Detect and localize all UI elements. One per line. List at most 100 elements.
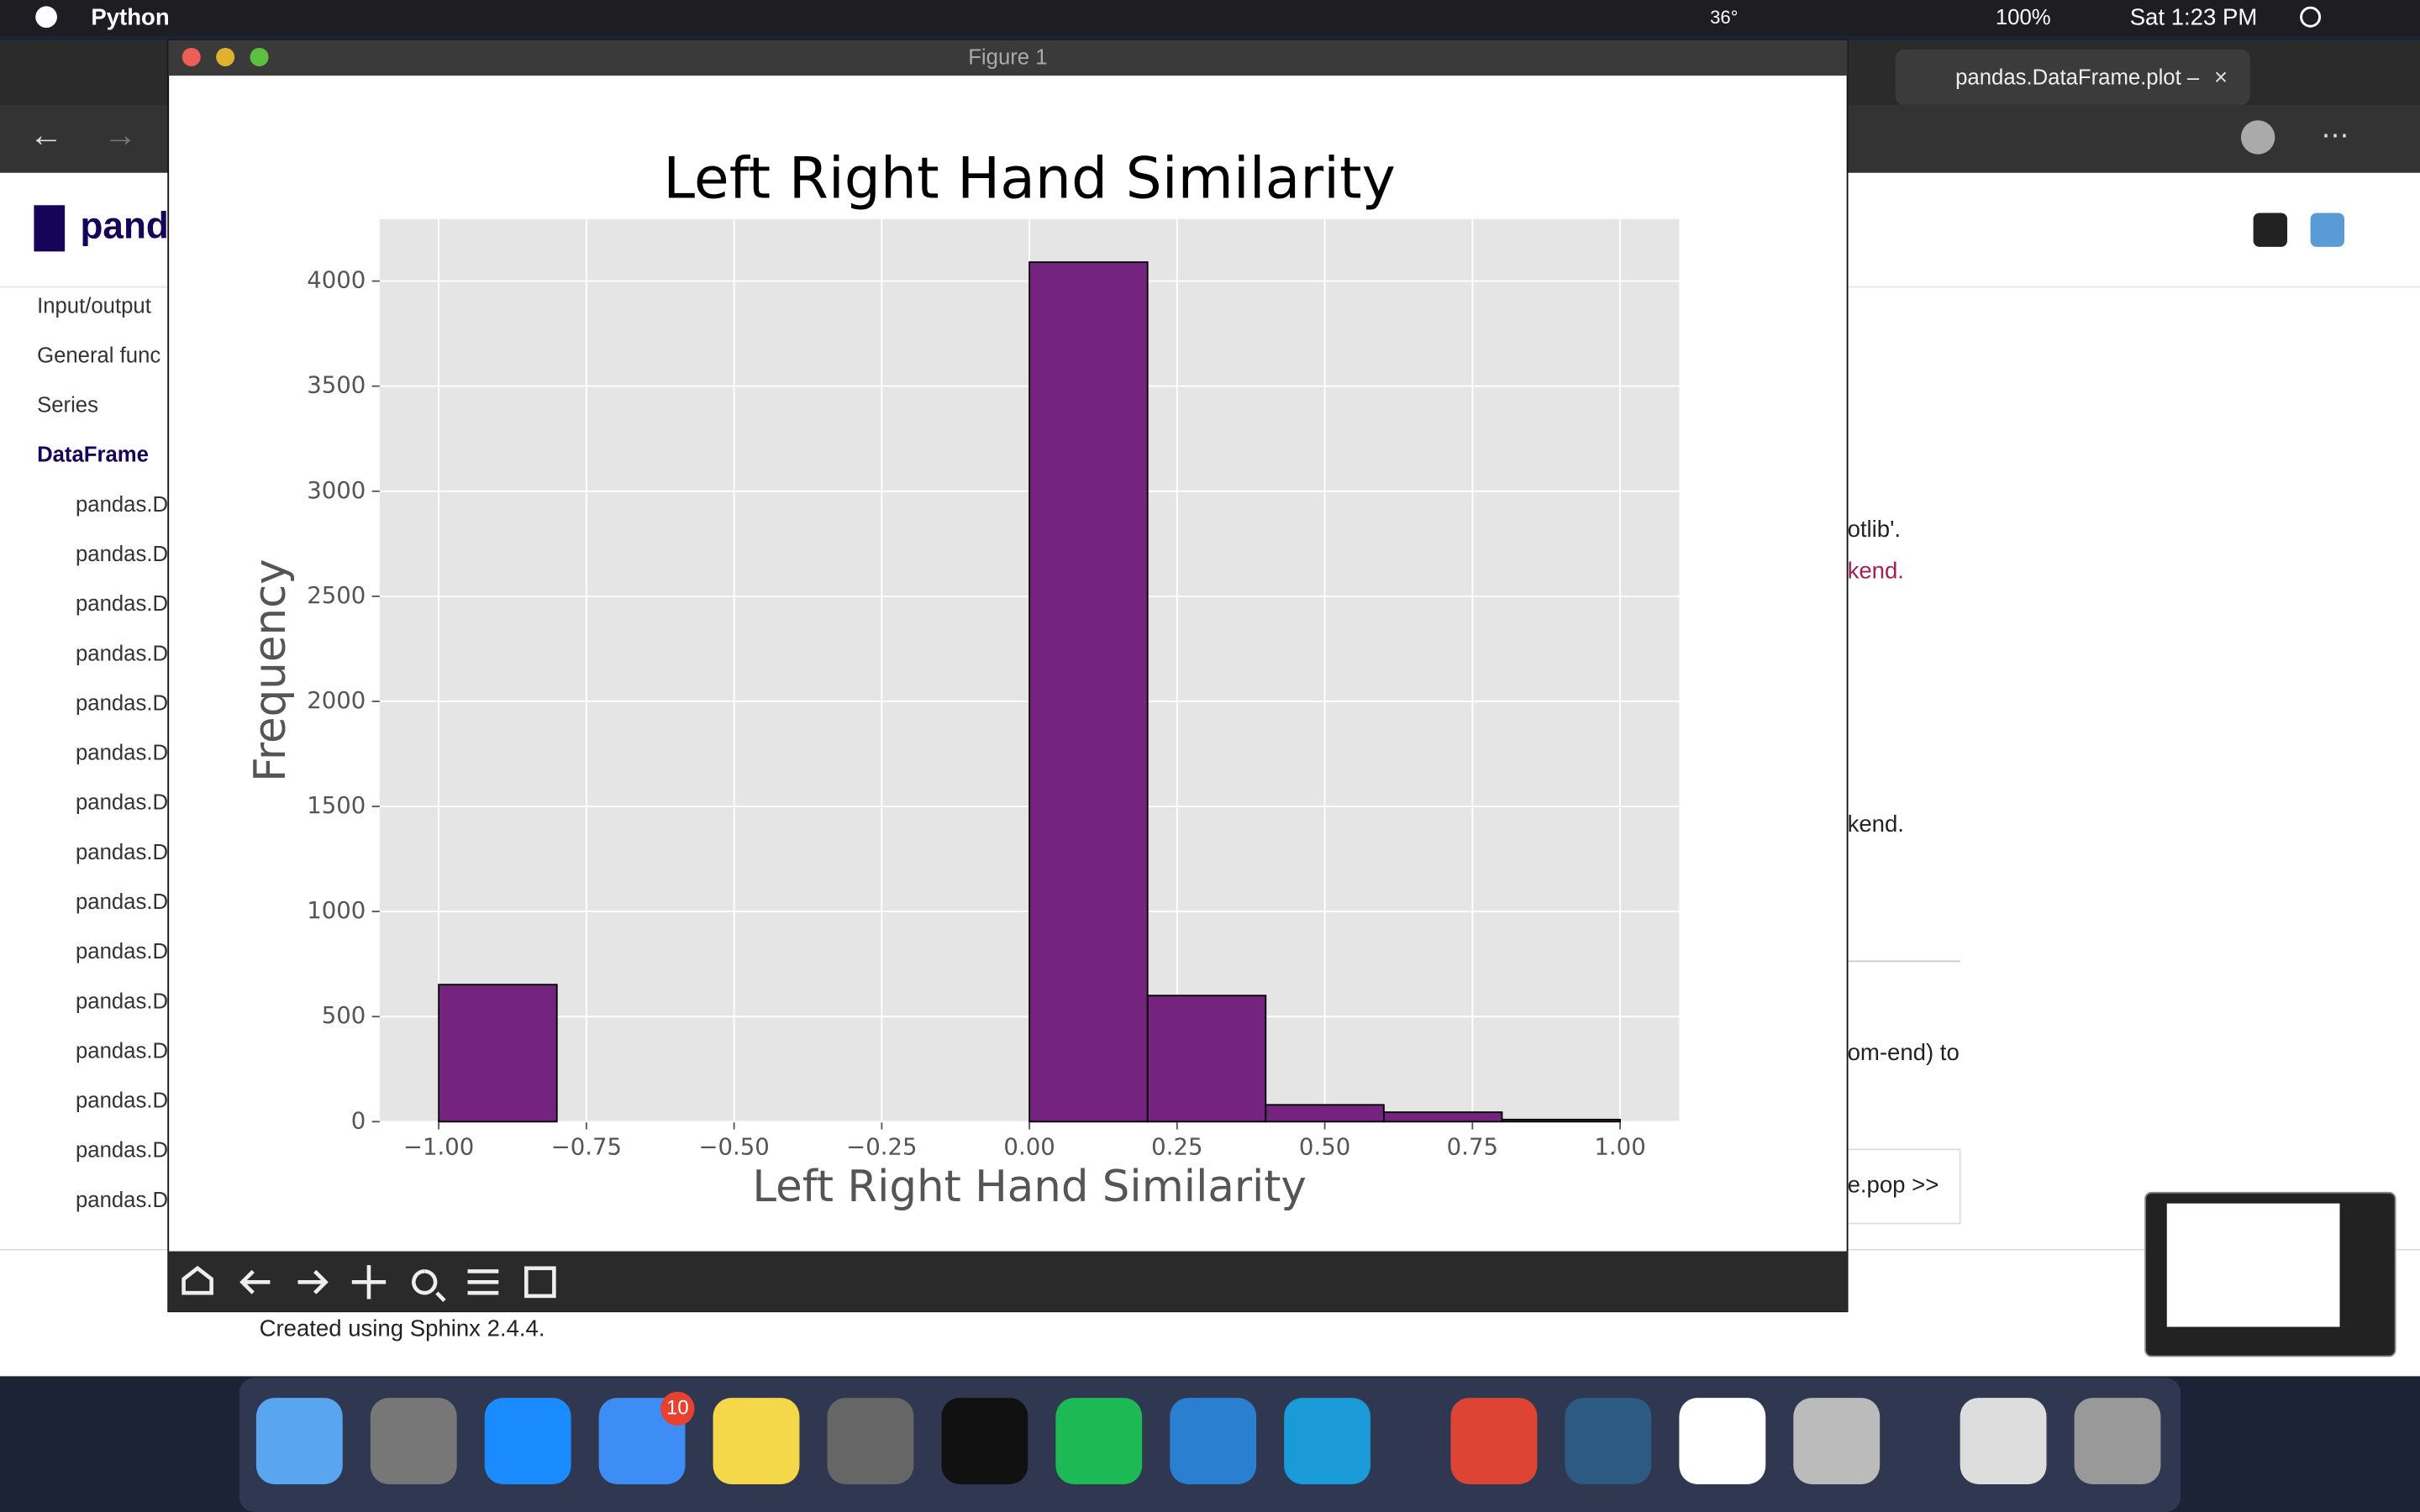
configure-tool[interactable] (467, 1269, 499, 1295)
dock-icon[interactable] (1450, 1398, 1538, 1484)
bar (1146, 995, 1267, 1123)
y-tick-label: 4000 (307, 267, 366, 294)
sidebar-link[interactable]: pandas.D (76, 890, 168, 914)
dock-icon[interactable] (598, 1398, 686, 1484)
sidebar-link[interactable]: DataFrame (37, 444, 149, 467)
sidebar-link[interactable]: pandas.D (76, 1039, 168, 1063)
x-tick-label: −0.25 (846, 1134, 917, 1161)
sidebar-link[interactable]: pandas.D (76, 1189, 168, 1212)
x-tick-label: −1.00 (403, 1134, 474, 1161)
twitter-link[interactable] (2310, 213, 2344, 247)
chart: −1.00 −0.75 −0.50 −0.25 0.00 0.25 0.50 0.75 1.00… (245, 145, 1680, 1212)
y-tick-label: 1500 (307, 792, 366, 819)
sidebar: Input/output General func Series DataFrame p… (37, 294, 168, 1212)
tab-title[interactable]: pandas.DataFrame.plot – (1955, 66, 2200, 89)
dock-icon[interactable] (1284, 1398, 1371, 1484)
sidebar-link[interactable]: pandas.D (76, 543, 168, 566)
sidebar-link[interactable]: pandas.D (76, 940, 168, 963)
sidebar-link[interactable]: pandas.D (76, 592, 168, 616)
window-title: Figure 1 (968, 46, 1047, 70)
bar (1265, 1104, 1385, 1123)
dock-icon[interactable] (1170, 1398, 1257, 1484)
save-tool[interactable] (524, 1266, 556, 1299)
pandas-wordmark[interactable]: pand (81, 205, 169, 246)
dock-icon[interactable] (370, 1398, 457, 1484)
content-text: otlib'. (1848, 516, 1901, 542)
dock-icon[interactable] (1793, 1398, 1881, 1484)
apple-menu[interactable] (35, 6, 57, 29)
clock[interactable]: Sat 1:23 PM (2130, 3, 2258, 29)
pan-tool[interactable] (351, 1265, 387, 1299)
minimize-button[interactable] (216, 47, 235, 66)
sidebar-link[interactable]: pandas.D (76, 742, 168, 765)
x-axis-label: Left Right Hand Similarity (752, 1162, 1307, 1212)
x-tick-label: −0.75 (551, 1134, 622, 1161)
sidebar-link[interactable]: General func (37, 344, 160, 367)
forward-tool[interactable] (297, 1269, 329, 1294)
sidebar-link[interactable]: Series (37, 394, 98, 417)
x-tick-label: 0.50 (1299, 1134, 1350, 1161)
dock-icon[interactable] (713, 1398, 800, 1484)
x-tick-label: −0.50 (698, 1134, 769, 1161)
dock-icon[interactable] (484, 1398, 571, 1484)
github-link[interactable] (2253, 213, 2288, 247)
pandas-logo[interactable] (34, 205, 66, 252)
temperature[interactable]: 36° (1710, 7, 1738, 28)
sidebar-link[interactable]: pandas.D (76, 1139, 168, 1163)
profile-button[interactable] (2240, 120, 2275, 155)
sidebar-link[interactable]: pandas.D (76, 493, 168, 517)
sidebar-link[interactable]: pandas.D (76, 791, 168, 815)
notification-badge (660, 1391, 695, 1426)
content-text: om-end) to (1848, 1039, 1960, 1065)
home-tool[interactable] (182, 1265, 213, 1295)
bar (438, 984, 558, 1123)
window-title-bar (168, 39, 1848, 76)
y-tick-label: 0 (351, 1107, 366, 1134)
x-tick-label: 0.00 (1003, 1134, 1055, 1161)
x-tick-label: 0.75 (1447, 1134, 1498, 1161)
sidebar-link[interactable]: pandas.D (76, 841, 168, 864)
thumbnail-image (2166, 1203, 2340, 1327)
dock-icon[interactable] (1960, 1398, 2047, 1484)
dock-icon[interactable] (1565, 1398, 1652, 1484)
close-tab[interactable]: × (2214, 64, 2228, 90)
y-tick-label: 3500 (307, 372, 366, 399)
chart-title: Left Right Hand Similarity (663, 145, 1396, 212)
menu-bar (0, 0, 2420, 36)
back-tool[interactable] (239, 1269, 271, 1294)
back-button[interactable]: ← (29, 115, 63, 154)
content-text: e.pop >> (1848, 1172, 1939, 1198)
close-button[interactable] (182, 47, 201, 66)
sidebar-link[interactable]: pandas.D (76, 691, 168, 715)
figure-toolbar (168, 1251, 1848, 1312)
browser-tab[interactable] (1895, 49, 2250, 105)
sidebar-link[interactable]: Input/output (37, 294, 151, 318)
dock-icon[interactable] (2074, 1398, 2161, 1484)
dock-icon[interactable] (1679, 1398, 1766, 1484)
zoom-tool[interactable] (412, 1269, 446, 1302)
dock-icon[interactable] (827, 1398, 914, 1484)
sidebar-link[interactable]: pandas.D (76, 990, 168, 1013)
bar (1028, 261, 1149, 1123)
app-name[interactable]: Python (91, 3, 169, 29)
sidebar-link[interactable]: pandas.D (76, 642, 168, 665)
battery[interactable]: 100% (1996, 6, 2051, 29)
forward-button[interactable]: → (103, 115, 137, 154)
dock-icon[interactable] (1055, 1398, 1143, 1484)
content-text: kend. (1848, 558, 1904, 584)
bar (1501, 1118, 1621, 1123)
search-icon[interactable] (2300, 6, 2322, 28)
zoom-button[interactable] (250, 47, 269, 66)
y-axis-label: Frequency (245, 559, 296, 782)
more-button[interactable]: ⋯ (2321, 120, 2349, 151)
bar (1382, 1111, 1503, 1123)
content-text: kend. (1848, 811, 1904, 837)
dock-icon[interactable] (255, 1398, 343, 1484)
page-text: otlib'. kend. kend. om-end) to e.pop >> (1848, 516, 1960, 1198)
x-tick-label: 1.00 (1594, 1134, 1645, 1161)
sidebar-link[interactable]: pandas.D (76, 1089, 168, 1113)
badge-count: 10 (666, 1396, 689, 1419)
dock-icon[interactable] (941, 1398, 1028, 1484)
